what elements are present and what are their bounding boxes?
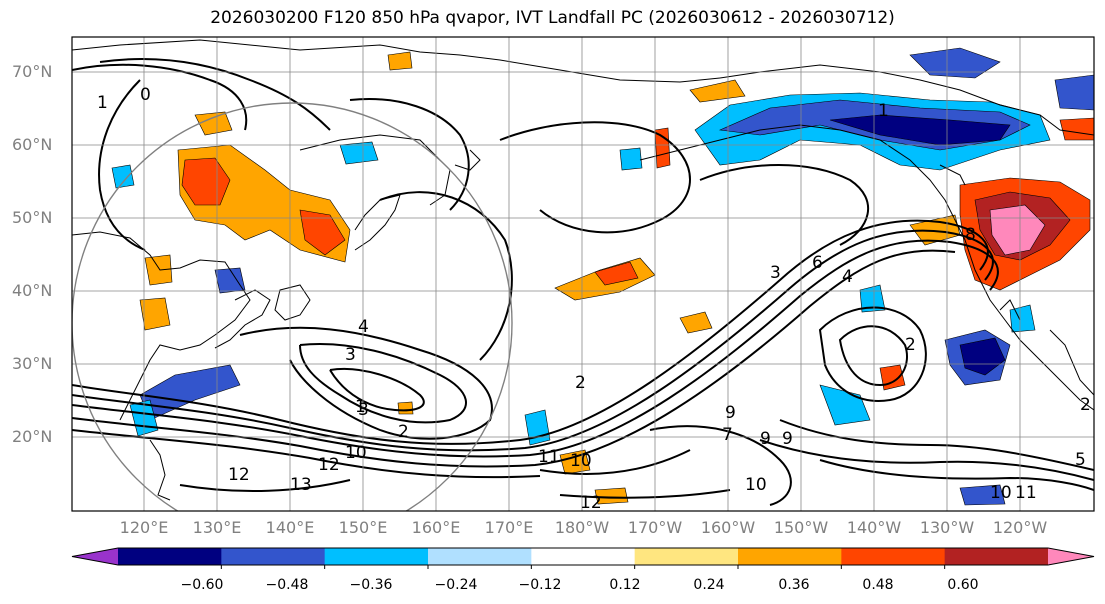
contour-label: 8 (965, 225, 976, 245)
contour-label: 2 (398, 422, 409, 442)
colorbar-tick-label: −0.24 (434, 577, 478, 593)
lon-label-140e: 140°E (265, 518, 315, 537)
contour-label: 4 (842, 267, 853, 287)
coastlines (72, 39, 1094, 501)
contour-label: 1 (97, 93, 108, 113)
contour-label: 13 (290, 475, 312, 495)
lon-label-180w: 180°W (554, 518, 610, 537)
map-frame (71, 36, 1095, 512)
colorbar-segment (324, 548, 429, 565)
colorbar-segment (738, 548, 842, 565)
contour-label: 5 (1075, 450, 1086, 470)
lon-label-140w: 140°W (846, 518, 902, 537)
colorbar-segment (634, 548, 739, 565)
ivt-contours (72, 58, 1094, 506)
map-title: 2026030200 F120 850 hPa qvapor, IVT Land… (210, 8, 895, 28)
colorbar (71, 547, 1095, 569)
lat-label-20n: 20°N (12, 427, 53, 446)
contour-label: 1 (355, 397, 366, 417)
lon-label-150w: 150°W (773, 518, 829, 537)
contour-label: 11 (538, 447, 560, 467)
contour-label: 9 (760, 429, 771, 449)
lon-label-120e: 120°E (119, 518, 169, 537)
lon-label-160w: 160°W (700, 518, 756, 537)
contour-label: 2 (1080, 395, 1091, 415)
colorbar-segment (428, 548, 532, 565)
colorbar-tick-label: 0.48 (862, 577, 894, 593)
contour-label: 9 (725, 403, 736, 423)
colorbar-outline (71, 547, 1095, 566)
colorbar-segment (118, 548, 222, 565)
colorbar-extend-high (1048, 548, 1094, 565)
colorbar-tick-label: 0.24 (693, 577, 725, 593)
colorbar-segment (221, 548, 326, 565)
contour-label: 12 (580, 493, 602, 513)
contour-label: 7 (722, 425, 733, 445)
lat-label-50n: 50°N (12, 208, 53, 227)
contour-label: 10 (570, 451, 592, 471)
lat-label-60n: 60°N (12, 135, 53, 154)
contour-label: 10 (345, 443, 367, 463)
lat-label-70n: 70°N (12, 62, 53, 81)
contour-label: 6 (812, 253, 823, 273)
colorbar-segment (841, 548, 946, 565)
lon-label-130e: 130°E (192, 518, 242, 537)
colorbar-tick-label: −0.12 (518, 577, 562, 593)
contour-label: 12 (228, 465, 250, 485)
colorbar-tick-label: 0.60 (947, 577, 979, 593)
colorbar-segment (944, 548, 1049, 565)
contour-label: 11 (1015, 483, 1037, 503)
lat-label-40n: 40°N (12, 281, 53, 300)
contour-label: 10 (745, 475, 767, 495)
lat-label-30n: 30°N (12, 354, 53, 373)
colorbar-tick-label: −0.48 (265, 577, 309, 593)
lon-label-170w: 170°W (627, 518, 683, 537)
colorbar-extend-low (72, 548, 118, 565)
lon-label-150e: 150°E (338, 518, 388, 537)
contour-label: 3 (345, 345, 356, 365)
lon-label-130w: 130°W (919, 518, 975, 537)
colorbar-segment (531, 548, 636, 565)
contour-label: 1 (878, 101, 889, 121)
contour-label: 4 (358, 317, 369, 337)
lon-label-120w: 120°W (992, 518, 1048, 537)
contour-label: 10 (990, 483, 1012, 503)
colorbar-tick-label: −0.36 (349, 577, 393, 593)
contour-label: 3 (770, 263, 781, 283)
lon-label-160e: 160°E (411, 518, 461, 537)
graticule (72, 37, 1094, 511)
contour-label: 0 (140, 85, 151, 105)
contour-label: 3 (358, 400, 369, 420)
region-circle (72, 102, 513, 511)
lon-label-170e: 170°E (484, 518, 534, 537)
contour-label: 2 (575, 373, 586, 393)
colorbar-tick-label: 0.12 (609, 577, 641, 593)
contour-label: 9 (782, 429, 793, 449)
colorbar-tick-label: 0.36 (778, 577, 810, 593)
contour-label: 2 (905, 335, 916, 355)
contour-label: 12 (318, 455, 340, 475)
colorbar-tick-label: −0.60 (180, 577, 224, 593)
